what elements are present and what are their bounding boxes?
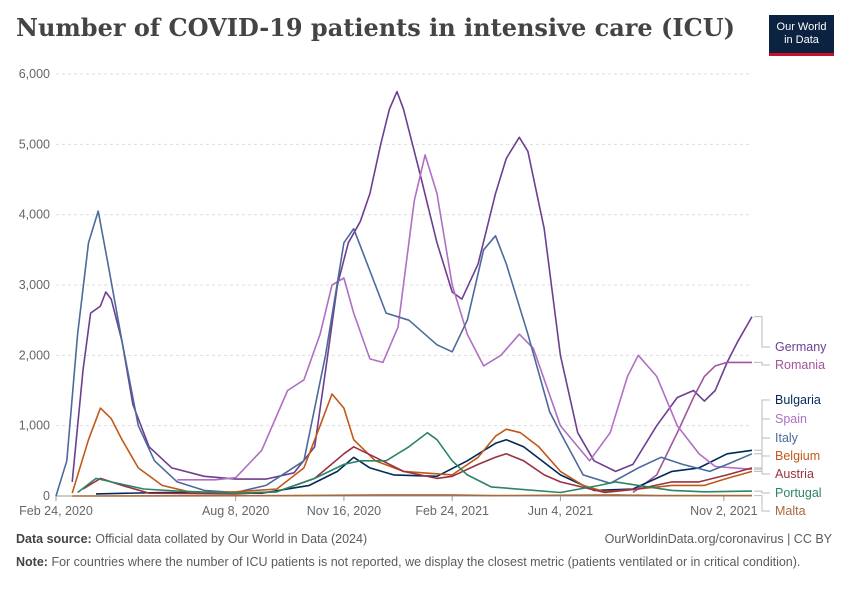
x-tick-label: Feb 24, 2021 [415, 504, 489, 518]
x-axis-ticks: Feb 24, 2020 Aug 8, 2020 Nov 16, 2020 Feb 2… [19, 496, 758, 518]
legend-connector [754, 490, 770, 494]
note-label: Note: [16, 555, 48, 569]
x-tick-label: Aug 8, 2020 [202, 504, 269, 518]
series-line-romania[interactable] [632, 361, 752, 494]
series-line-spain[interactable] [177, 154, 753, 481]
legend-label-germany[interactable]: Germany [775, 340, 827, 354]
legend-label-bulgaria[interactable]: Bulgaria [775, 393, 821, 407]
legend-connector [754, 361, 770, 366]
page-title: Number of COVID-19 patients in intensive… [16, 13, 736, 42]
series-line-malta[interactable] [72, 494, 752, 497]
y-tick-label: 4,000 [19, 208, 50, 222]
y-tick-label: 3,000 [19, 278, 50, 292]
legend-label-spain[interactable]: Spain [775, 412, 807, 426]
y-tick-label: 5,000 [19, 137, 50, 151]
legend-label-italy[interactable]: Italy [775, 431, 799, 445]
data-source-text: Official data collated by Our World in D… [95, 532, 368, 546]
legend-label-belgium[interactable]: Belgium [775, 449, 820, 463]
y-axis-ticks: 0 1,000 2,000 3,000 4,000 5,000 6,000 [19, 67, 50, 503]
legend-label-portugal[interactable]: Portugal [775, 486, 822, 500]
series-line-germany[interactable] [71, 90, 753, 482]
chart-note: Note: For countries where the number of … [16, 555, 826, 570]
owid-logo[interactable]: Our World in Data [769, 15, 834, 56]
legend-connector [754, 495, 770, 512]
legend-label-romania[interactable]: Romania [775, 358, 825, 372]
x-tick-label: Nov 16, 2020 [307, 504, 381, 518]
note-text: For countries where the number of ICU pa… [51, 555, 801, 569]
legend: Germany Romania Bulgaria Spain Italy Belgium A… [754, 316, 827, 518]
legend-connector [754, 455, 770, 472]
data-source: Data source: Official data collated by O… [16, 532, 367, 547]
x-tick-label: Nov 2, 2021 [690, 504, 757, 518]
icu-line-chart: 0 1,000 2,000 3,000 4,000 5,000 6,000 Feb 24, … [19, 67, 827, 518]
y-tick-label: 1,000 [19, 419, 50, 433]
series-lines [55, 90, 753, 497]
logo-line-1: Our World [776, 21, 827, 33]
legend-label-malta[interactable]: Malta [775, 504, 806, 518]
y-tick-label: 0 [43, 489, 50, 503]
data-source-label: Data source: [16, 532, 92, 546]
legend-connector [754, 437, 770, 455]
y-tick-label: 6,000 [19, 67, 50, 81]
x-tick-label: Feb 24, 2020 [19, 504, 93, 518]
legend-connector [754, 467, 770, 475]
series-line-portugal[interactable] [77, 431, 753, 494]
y-tick-label: 2,000 [19, 348, 50, 362]
logo-line-2: in Data [784, 34, 819, 46]
x-tick-label: Jun 4, 2021 [528, 504, 593, 518]
series-line-italy[interactable] [55, 210, 753, 497]
source-url-link[interactable]: OurWorldinData.org/coronavirus | CC BY [604, 532, 832, 546]
legend-connector [754, 316, 770, 348]
legend-label-austria[interactable]: Austria [775, 467, 814, 481]
